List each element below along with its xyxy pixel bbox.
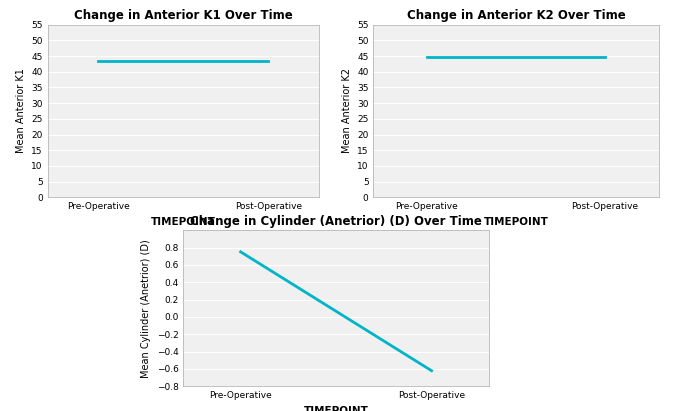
Y-axis label: Mean Anterior K2: Mean Anterior K2 [342, 69, 352, 153]
Y-axis label: Mean Cylinder (Anetrior) (D): Mean Cylinder (Anetrior) (D) [141, 239, 151, 378]
Y-axis label: Mean Anterior K1: Mean Anterior K1 [16, 69, 26, 153]
X-axis label: TIMEPOINT: TIMEPOINT [304, 406, 369, 411]
Title: Change in Anterior K2 Over Time: Change in Anterior K2 Over Time [407, 9, 625, 22]
Title: Change in Cylinder (Anetrior) (D) Over Time: Change in Cylinder (Anetrior) (D) Over T… [190, 215, 482, 228]
X-axis label: TIMEPOINT: TIMEPOINT [151, 217, 216, 227]
Title: Change in Anterior K1 Over Time: Change in Anterior K1 Over Time [74, 9, 293, 22]
X-axis label: TIMEPOINT: TIMEPOINT [483, 217, 549, 227]
